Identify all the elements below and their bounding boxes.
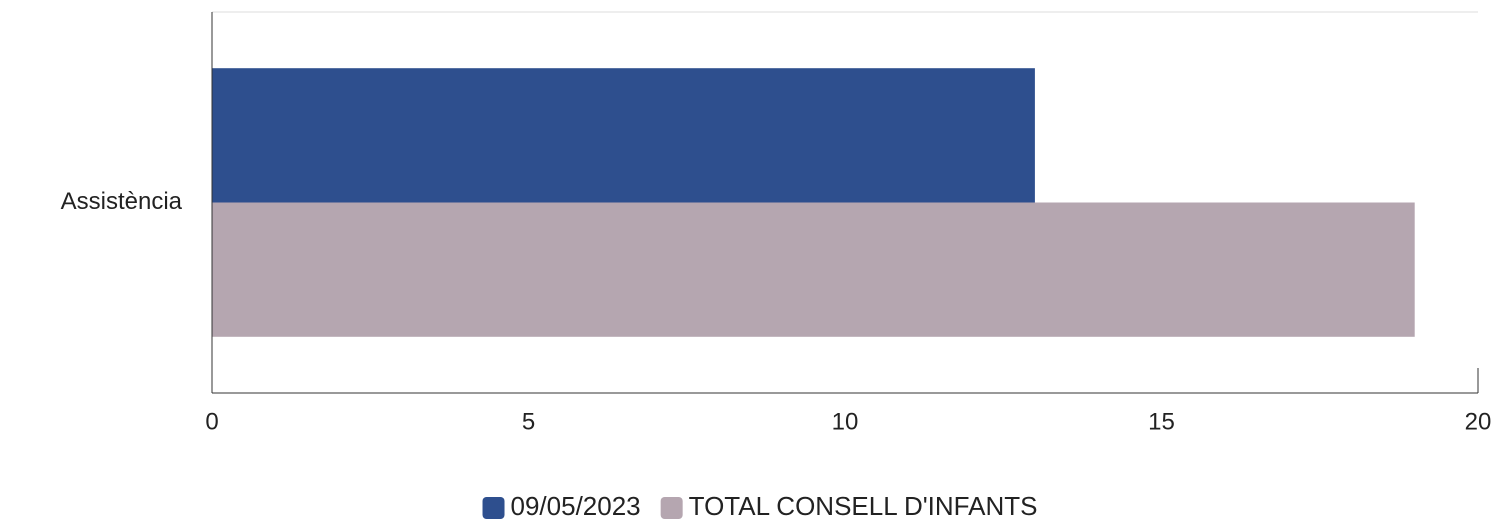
bar <box>212 202 1415 337</box>
y-tick-label: Assistència <box>61 188 183 215</box>
legend: 09/05/2023 TOTAL CONSELL D'INFANTS <box>482 491 1038 521</box>
x-tick-label: 15 <box>1148 408 1175 435</box>
legend-label: TOTAL CONSELL D'INFANTS <box>689 491 1038 521</box>
legend-swatch <box>660 497 683 519</box>
legend-swatch <box>482 497 505 519</box>
legend-label: 09/05/2023 <box>511 491 641 521</box>
x-tick-label: 5 <box>522 408 535 435</box>
bar <box>212 68 1035 203</box>
x-tick-label: 10 <box>832 408 859 435</box>
x-tick-label: 20 <box>1465 408 1492 435</box>
x-tick-label: 0 <box>205 408 218 435</box>
